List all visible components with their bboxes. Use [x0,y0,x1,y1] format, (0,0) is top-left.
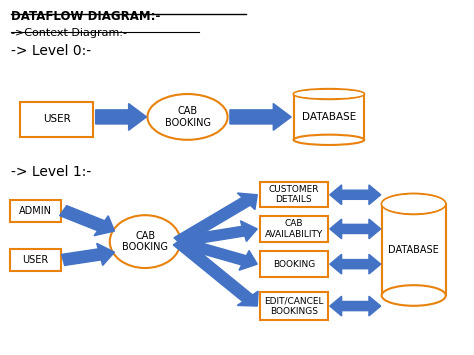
Polygon shape [176,237,257,270]
FancyBboxPatch shape [260,182,328,207]
FancyBboxPatch shape [20,102,93,137]
Polygon shape [330,185,381,204]
Text: USER: USER [22,255,48,265]
FancyBboxPatch shape [10,249,61,271]
FancyBboxPatch shape [382,204,446,295]
Polygon shape [330,219,381,239]
Ellipse shape [147,94,228,140]
Polygon shape [174,193,257,245]
Text: -> Level 1:-: -> Level 1:- [11,165,91,179]
FancyBboxPatch shape [10,200,61,222]
FancyBboxPatch shape [260,251,328,277]
FancyBboxPatch shape [293,94,364,140]
Ellipse shape [294,90,364,98]
Text: DATABASE: DATABASE [302,112,356,122]
Polygon shape [230,104,291,130]
FancyBboxPatch shape [260,216,328,242]
Polygon shape [330,254,381,274]
Text: CAB
AVAILABILITY: CAB AVAILABILITY [264,219,323,239]
Text: -> Level 0:-: -> Level 0:- [11,44,91,58]
Text: DATAFLOW DIAGRAM:-: DATAFLOW DIAGRAM:- [11,10,160,23]
Polygon shape [177,221,257,246]
Polygon shape [60,206,115,236]
Ellipse shape [383,195,445,213]
Ellipse shape [110,215,181,268]
FancyBboxPatch shape [260,292,328,320]
Text: EDIT/CANCEL
BOOKINGS: EDIT/CANCEL BOOKINGS [264,296,324,316]
Text: ADMIN: ADMIN [19,206,52,215]
Ellipse shape [382,285,446,306]
Ellipse shape [293,135,364,145]
Text: CAB
BOOKING: CAB BOOKING [122,231,168,252]
Polygon shape [96,104,146,130]
Polygon shape [173,238,258,306]
Ellipse shape [382,193,446,214]
Text: DATABASE: DATABASE [388,245,439,255]
Polygon shape [330,296,381,316]
Text: CAB
BOOKING: CAB BOOKING [164,106,210,128]
Ellipse shape [293,89,364,99]
Text: ->Context Diagram:-: ->Context Diagram:- [11,28,127,38]
Polygon shape [62,244,115,266]
Text: USER: USER [43,114,71,124]
Text: CUSTOMER
DETAILS: CUSTOMER DETAILS [269,185,319,204]
Text: BOOKING: BOOKING [273,260,315,269]
